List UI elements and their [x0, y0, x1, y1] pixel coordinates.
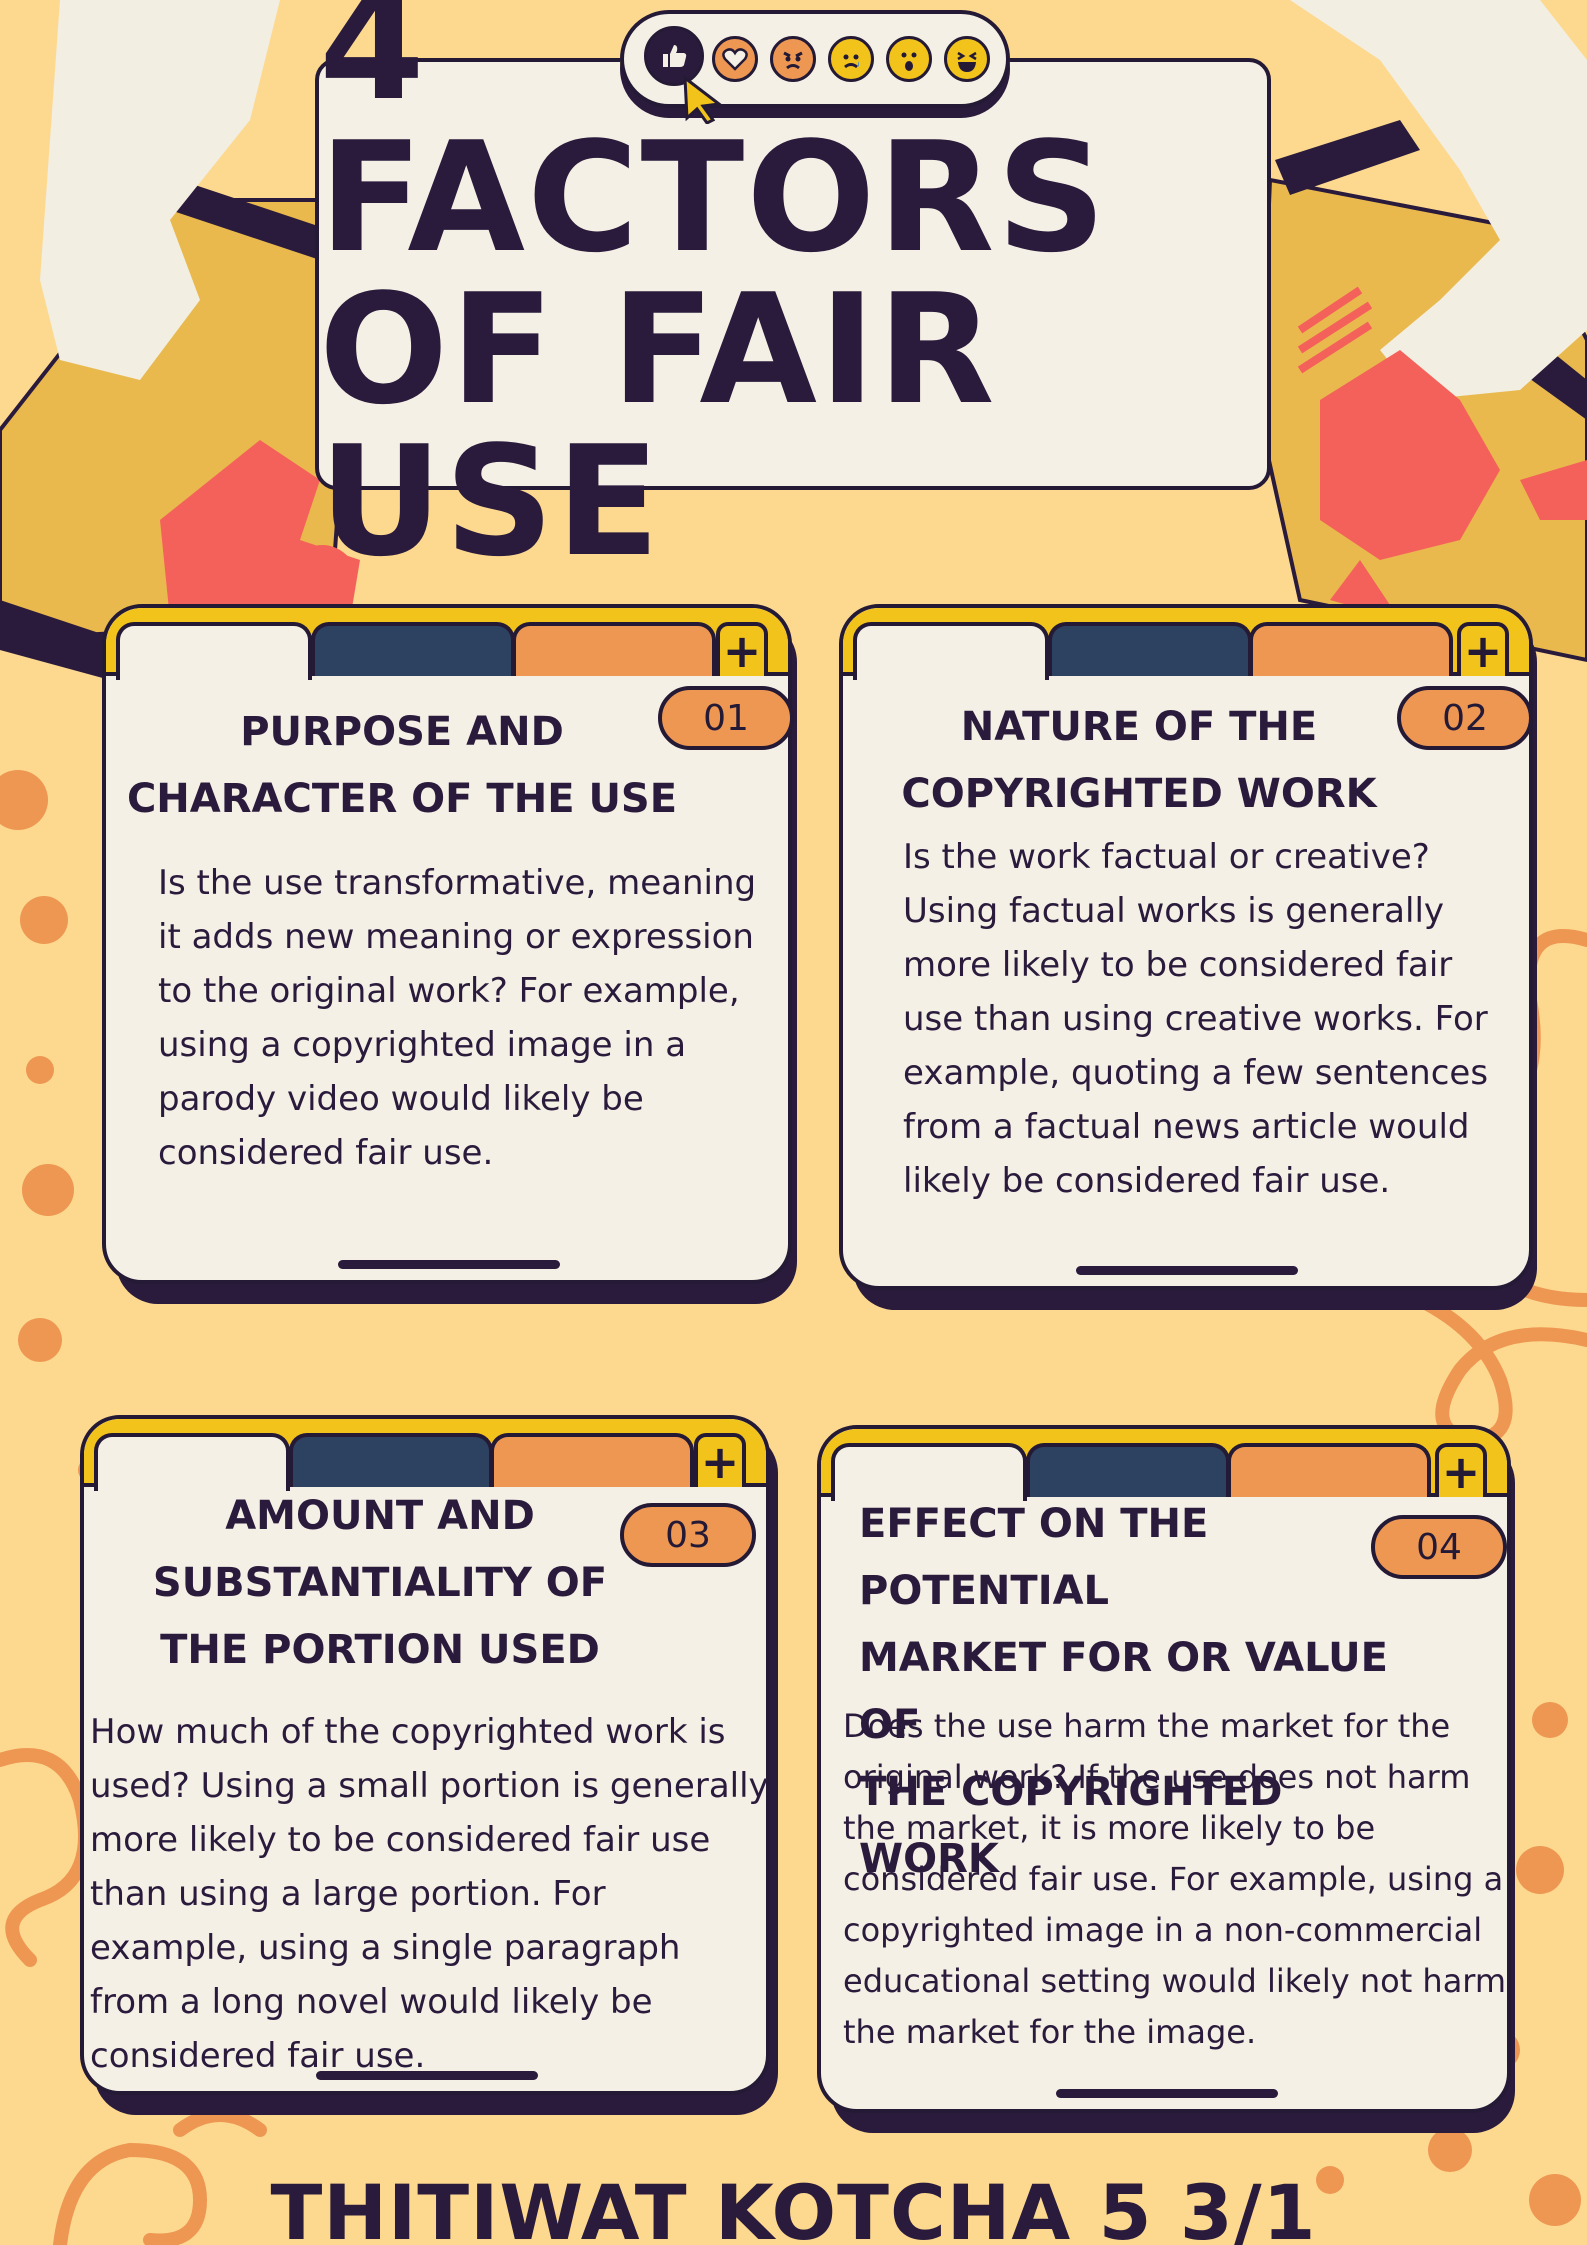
- factor-title: PURPOSE AND CHARACTER OF THE USE: [122, 699, 682, 833]
- factor-title-line: COPYRIGHTED WORK: [901, 771, 1377, 817]
- title-line-2: OF FAIR USE: [319, 261, 997, 590]
- factor-title: EFFECT ON THE POTENTIAL MARKET FOR OR VA…: [859, 1491, 1399, 1893]
- factor-description: Does the use harm the market for the ori…: [843, 1707, 1507, 2051]
- reaction-bar: [620, 10, 1010, 124]
- home-indicator: [338, 1260, 560, 1269]
- angry-face-icon[interactable]: [770, 36, 816, 82]
- factor-number: 03: [620, 1503, 756, 1567]
- factor-description: How much of the copyrighted work is used…: [90, 1712, 769, 2076]
- plus-icon: +: [1463, 624, 1503, 678]
- laughing-face-icon[interactable]: [944, 36, 990, 82]
- plus-icon: +: [722, 624, 762, 678]
- add-tab-button[interactable]: +: [1435, 1443, 1487, 1497]
- factor-title-line: AMOUNT AND: [225, 1493, 535, 1539]
- factor-title-line: PURPOSE AND: [240, 709, 564, 755]
- thumbs-up-icon[interactable]: [644, 26, 704, 86]
- factor-number: 02: [1397, 686, 1533, 750]
- plus-icon: +: [1441, 1445, 1481, 1499]
- factor-card-03: + 03 AMOUNT AND SUBSTANTIALITY OF THE PO…: [80, 1415, 780, 2115]
- factor-title-line: THE PORTION USED: [160, 1627, 600, 1673]
- title-line-1: 4 FACTORS: [319, 0, 1108, 286]
- author-footer: THITIWAT KOTCHA 5 3/1: [270, 2168, 1317, 2245]
- plus-icon: +: [700, 1435, 740, 1489]
- surprised-face-icon[interactable]: [886, 36, 932, 82]
- home-indicator: [1056, 2089, 1278, 2098]
- heart-icon[interactable]: [712, 36, 758, 82]
- factor-number: 04: [1371, 1515, 1507, 1579]
- factor-card-02: + 02 NATURE OF THE COPYRIGHTED WORK Is t…: [839, 604, 1539, 1310]
- factor-description: Is the use transformative, meaning it ad…: [158, 863, 757, 1173]
- home-indicator: [1076, 1266, 1298, 1275]
- home-indicator: [316, 2071, 538, 2080]
- factor-card-04: + 04 EFFECT ON THE POTENTIAL MARKET FOR …: [817, 1425, 1517, 2133]
- cursor-arrow-icon: [683, 74, 723, 124]
- factor-title-line: CHARACTER OF THE USE: [126, 776, 678, 822]
- factor-card-01: + 01 PURPOSE AND CHARACTER OF THE USE Is…: [102, 604, 797, 1304]
- factor-description: Is the work factual or creative? Using f…: [903, 837, 1489, 1201]
- add-tab-button[interactable]: +: [694, 1433, 746, 1487]
- factor-title-line: MARKET FOR OR VALUE OF: [859, 1635, 1388, 1748]
- factor-title: NATURE OF THE COPYRIGHTED WORK: [859, 694, 1419, 828]
- factor-title-line: NATURE OF THE: [960, 704, 1318, 750]
- factor-title-line: SUBSTANTIALITY OF: [152, 1560, 608, 1606]
- sad-face-icon[interactable]: [828, 36, 874, 82]
- title-panel: 4 FACTORS OF FAIR USE: [315, 0, 1271, 578]
- factor-title-line: EFFECT ON THE POTENTIAL: [859, 1501, 1209, 1614]
- factor-number: 01: [658, 686, 794, 750]
- add-tab-button[interactable]: +: [1457, 622, 1509, 676]
- add-tab-button[interactable]: +: [716, 622, 768, 676]
- factor-title: AMOUNT AND SUBSTANTIALITY OF THE PORTION…: [120, 1483, 640, 1684]
- factor-title-line: THE COPYRIGHTED WORK: [859, 1769, 1283, 1882]
